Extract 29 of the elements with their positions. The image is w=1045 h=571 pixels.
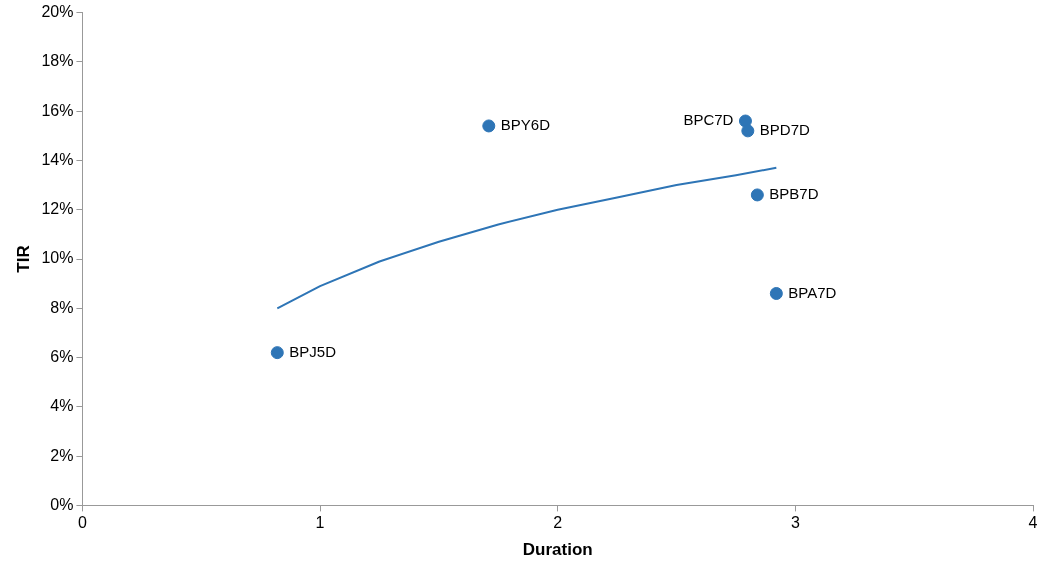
point [750, 188, 764, 202]
y-tick-label: 4% [50, 397, 74, 415]
x-tick-label: 1 [315, 514, 325, 532]
y-tick-label: 0% [50, 495, 74, 513]
annotation: BPB7D [769, 185, 819, 203]
y-tick-label: 6% [50, 347, 74, 365]
y-tick-label: 14% [41, 150, 74, 168]
x-tick-label: 3 [790, 514, 800, 532]
annotation: BPA7D [788, 283, 837, 301]
annotation: BPY6D [500, 116, 551, 134]
y-tick-label: 16% [41, 101, 74, 119]
annotation: BPJ5D [289, 342, 337, 360]
annotation: BPC7D [683, 111, 734, 129]
y-tick-label: 20% [41, 3, 74, 21]
y-tick-label: 12% [41, 200, 74, 218]
y-tick-label: 10% [41, 249, 74, 267]
x-axis-title: Duration [522, 540, 593, 560]
y-tick-label: 2% [50, 446, 74, 464]
annotation: BPD7D [759, 121, 811, 139]
point [482, 119, 496, 133]
point [270, 346, 284, 360]
y-axis-title: TIR [13, 245, 33, 273]
x-tick-label: 4 [1028, 514, 1038, 532]
point [741, 124, 755, 138]
x-tick-label: 2 [553, 514, 563, 532]
y-tick-label: 8% [50, 298, 74, 316]
y-tick-label: 18% [41, 52, 74, 70]
x-tick-label: 0 [77, 514, 87, 532]
point [769, 287, 783, 300]
